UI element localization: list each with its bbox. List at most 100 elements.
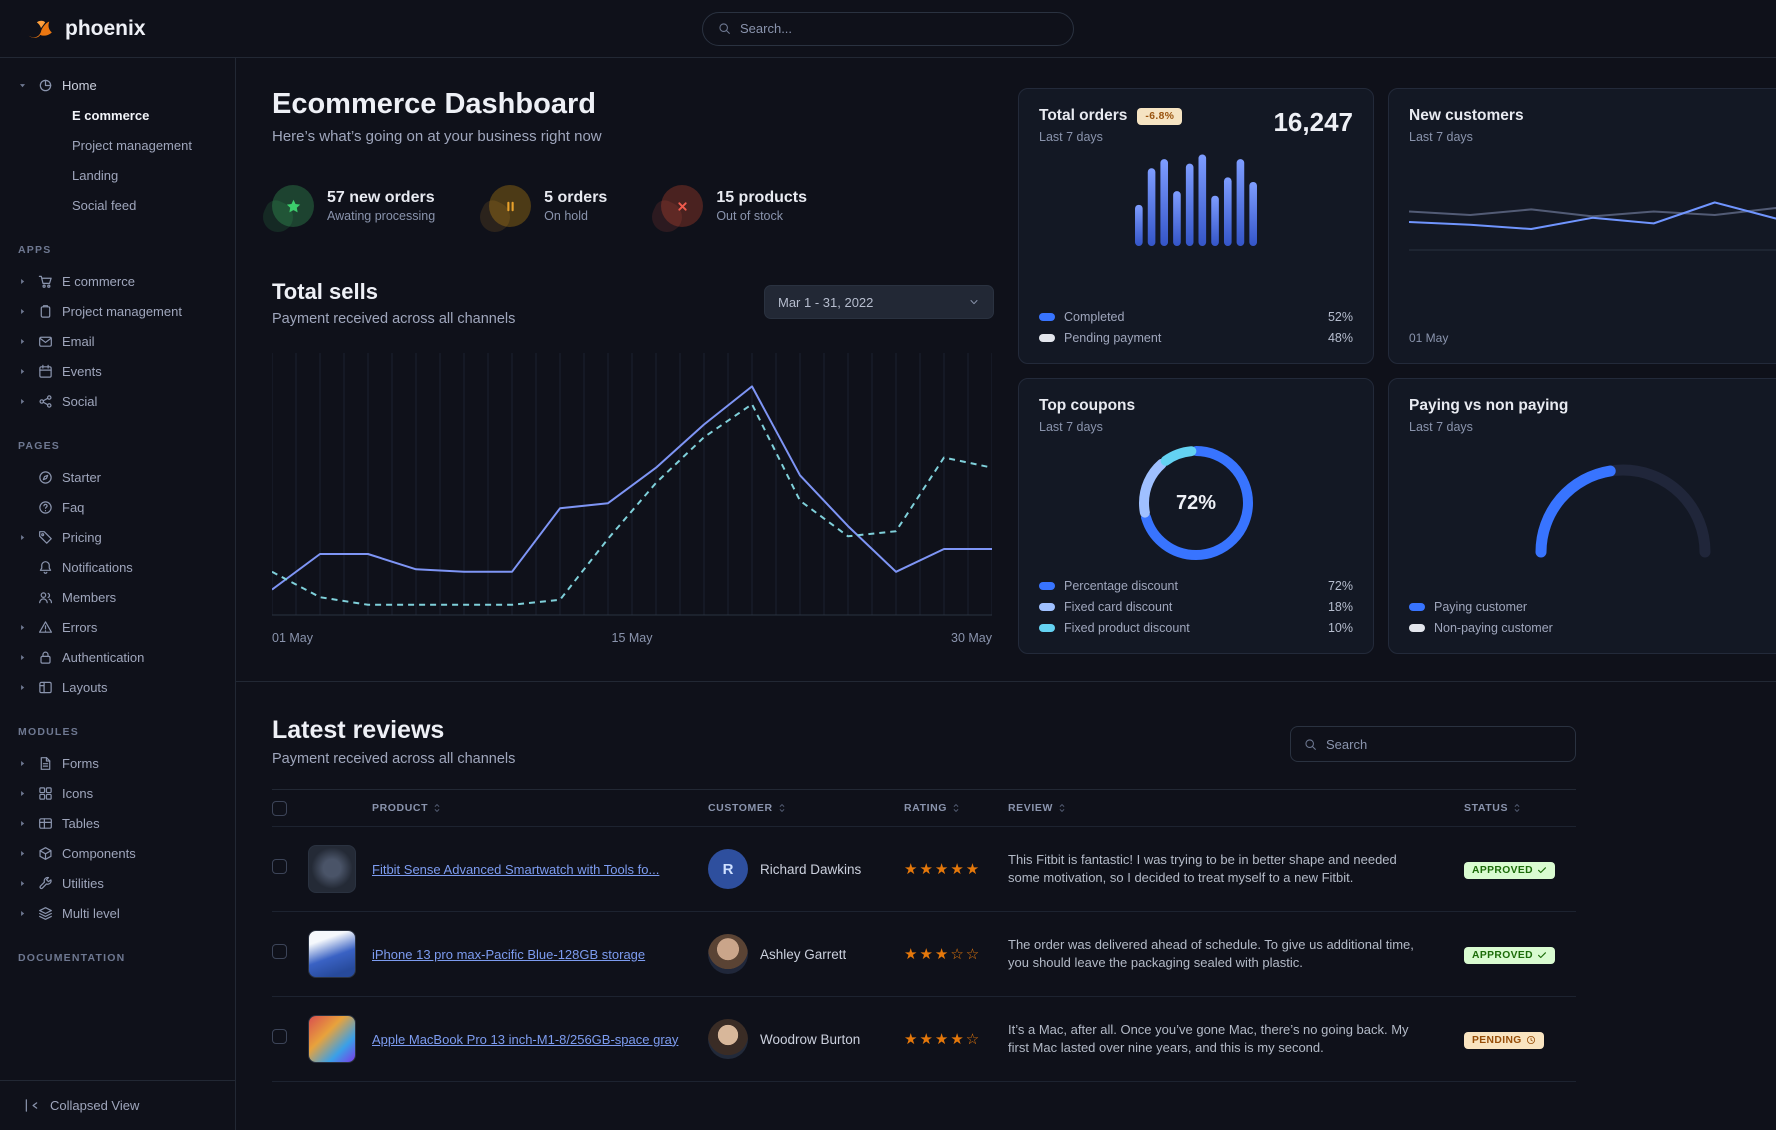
legend-label: Fixed product discount — [1064, 621, 1190, 635]
sidebar-item-utilities[interactable]: Utilities — [10, 868, 225, 898]
global-search[interactable] — [702, 11, 1074, 46]
global-search-input[interactable] — [740, 21, 1058, 36]
sidebar-item-forms[interactable]: Forms — [10, 748, 225, 778]
select-all-checkbox[interactable] — [272, 800, 287, 816]
sidebar-item-events[interactable]: Events — [10, 356, 225, 386]
sidebar-item-email[interactable]: Email — [10, 326, 225, 356]
legend-swatch — [1039, 603, 1055, 611]
x-tick: 15 May — [611, 631, 653, 645]
legend-value: 10% — [1327, 621, 1353, 635]
sidebar-item-social[interactable]: Social — [10, 386, 225, 416]
column-header-customer[interactable]: CUSTOMER — [708, 802, 904, 814]
reviews-table: PRODUCT CUSTOMER RATING REVIEW STATUS Fi… — [272, 789, 1576, 1082]
sidebar-item-social-feed[interactable]: Social feed — [72, 197, 137, 213]
column-header-status[interactable]: STATUS — [1464, 802, 1576, 814]
sidebar-item-authentication[interactable]: Authentication — [10, 642, 225, 672]
product-link[interactable]: Fitbit Sense Advanced Smartwatch with To… — [372, 861, 660, 877]
sidebar-item-e-commerce[interactable]: E commerce — [72, 107, 150, 123]
row-checkbox[interactable] — [272, 859, 287, 874]
total-sells-chart — [272, 353, 992, 616]
legend-label: Fixed card discount — [1064, 600, 1173, 614]
legend-label: Pending payment — [1064, 331, 1162, 345]
stat-out-of-stock: 15 products Out of stock — [661, 185, 807, 227]
caret-right-icon — [18, 307, 29, 316]
legend-item: Paying customer — [1409, 600, 1776, 614]
sidebar-item-e-commerce[interactable]: E commerce — [10, 266, 225, 296]
sidebar-item-label: Authentication — [62, 649, 145, 665]
table-row[interactable]: Apple MacBook Pro 13 inch-M1-8/256GB-spa… — [272, 997, 1576, 1082]
sidebar-item-label: Email — [62, 333, 95, 349]
share-icon — [38, 394, 53, 409]
sidebar-item-tables[interactable]: Tables — [10, 808, 225, 838]
sidebar-item-icons[interactable]: Icons — [10, 778, 225, 808]
sidebar-item-members[interactable]: Members — [10, 582, 225, 612]
stat-caption: On hold — [544, 209, 588, 223]
card-period: Last 7 days — [1409, 420, 1473, 434]
product-link[interactable]: Apple MacBook Pro 13 inch-M1-8/256GB-spa… — [372, 1031, 679, 1047]
table-row[interactable]: Fitbit Sense Advanced Smartwatch with To… — [272, 827, 1576, 912]
caret-right-icon — [18, 683, 29, 692]
sidebar-item-faq[interactable]: Faq — [10, 492, 225, 522]
row-checkbox[interactable] — [272, 1029, 287, 1044]
collapsed-view-toggle[interactable]: Collapsed View — [0, 1080, 235, 1130]
sidebar-item-pricing[interactable]: Pricing — [10, 522, 225, 552]
caret-right-icon — [18, 789, 29, 798]
legend-item: Fixed card discount 18% — [1039, 600, 1353, 614]
clock-icon — [1526, 1035, 1536, 1045]
sidebar-item-multi-level[interactable]: Multi level — [10, 898, 225, 928]
top-navbar: phoenix — [0, 0, 1776, 58]
layers-icon — [38, 906, 53, 921]
sidebar-item-label: Icons — [62, 785, 94, 801]
legend-label: Non-paying customer — [1434, 621, 1553, 635]
box-icon — [38, 846, 53, 861]
sidebar-item-project-management[interactable]: Project management — [72, 137, 192, 153]
date-range-value: Mar 1 - 31, 2022 — [778, 294, 874, 310]
x-tick: 30 May — [951, 631, 992, 645]
sidebar-item-notifications[interactable]: Notifications — [10, 552, 225, 582]
legend-swatch — [1039, 624, 1055, 632]
sidebar-item-landing[interactable]: Landing — [72, 167, 119, 183]
caret-right-icon — [18, 909, 29, 918]
caret-right-icon — [18, 819, 29, 828]
date-range-select[interactable]: Mar 1 - 31, 2022 — [764, 285, 994, 319]
review-text: The order was delivered ahead of schedul… — [1008, 936, 1414, 970]
mail-icon — [38, 334, 53, 349]
table-row[interactable]: iPhone 13 pro max-Pacific Blue-128GB sto… — [272, 912, 1576, 997]
column-header-review[interactable]: REVIEW — [1008, 802, 1464, 814]
product-link[interactable]: iPhone 13 pro max-Pacific Blue-128GB sto… — [372, 946, 646, 962]
total-orders-value: 16,247 — [1273, 107, 1353, 137]
card-period: Last 7 days — [1039, 130, 1103, 144]
legend-value: 18% — [1327, 600, 1353, 614]
column-header-rating[interactable]: RATING — [904, 802, 1008, 814]
row-checkbox[interactable] — [272, 944, 287, 959]
reviews-title: Latest reviews — [272, 716, 445, 744]
reviews-search[interactable] — [1290, 726, 1576, 762]
avatar — [708, 1019, 748, 1059]
caret-right-icon — [18, 337, 29, 346]
legend-item: Fixed product discount 10% — [1039, 621, 1353, 635]
avatar — [708, 934, 748, 974]
sidebar-item-label: Faq — [62, 499, 85, 515]
x-tick: 01 May — [1409, 331, 1449, 345]
legend-value: 48% — [1327, 331, 1353, 345]
sidebar-item-starter[interactable]: Starter — [10, 462, 225, 492]
total-orders-card: Total orders -6.8% Last 7 days 16,247 Co… — [1018, 88, 1374, 364]
sidebar-item-errors[interactable]: Errors — [10, 612, 225, 642]
sidebar-item-home[interactable]: Home — [10, 70, 225, 100]
customer-name: Woodrow Burton — [760, 1031, 861, 1047]
column-header-product[interactable]: PRODUCT — [372, 802, 708, 814]
x-axis-labels: 01 May 15 May 30 May — [272, 631, 992, 645]
search-icon — [1304, 738, 1317, 751]
paying-vs-non-paying-card: Paying vs non paying Last 7 days Paying … — [1388, 378, 1776, 654]
legend-swatch — [1039, 334, 1055, 342]
sidebar-item-layouts[interactable]: Layouts — [10, 672, 225, 702]
file-text-icon — [38, 756, 53, 771]
caret-right-icon — [18, 849, 29, 858]
top-coupons-card: Top coupons Last 7 days 72% Percentage d… — [1018, 378, 1374, 654]
brand[interactable]: phoenix — [26, 14, 146, 44]
sidebar-item-project-management[interactable]: Project management — [10, 296, 225, 326]
sidebar-item-components[interactable]: Components — [10, 838, 225, 868]
reviews-search-input[interactable] — [1326, 736, 1562, 752]
sort-icon — [1512, 803, 1522, 813]
